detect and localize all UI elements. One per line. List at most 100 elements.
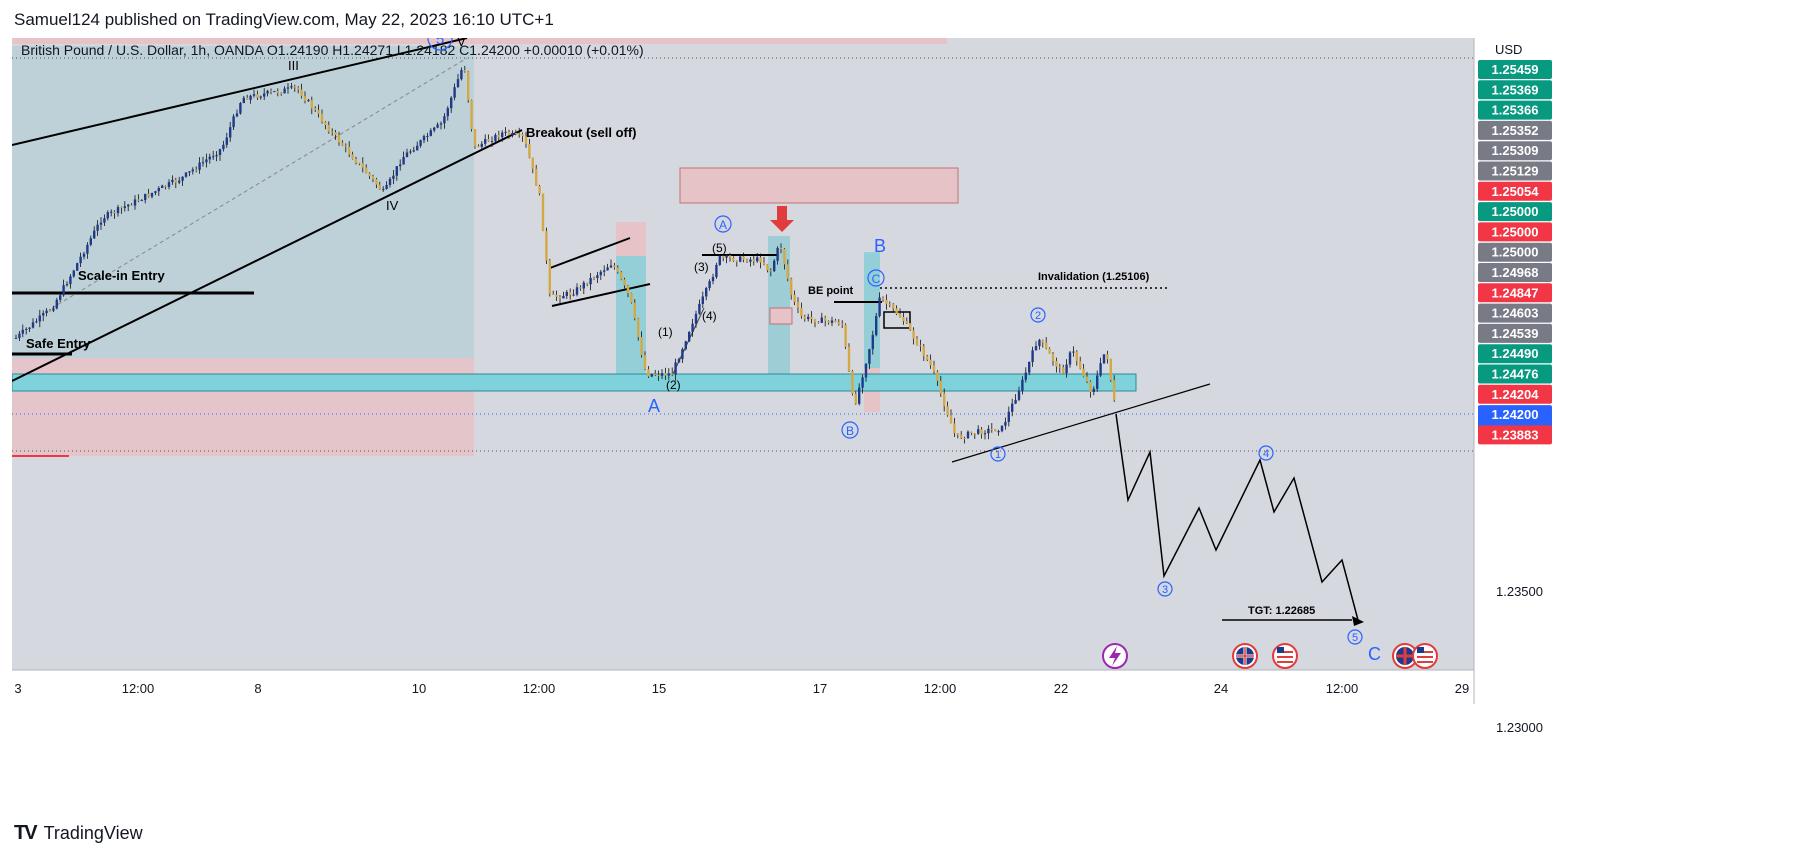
- candle: [939, 375, 942, 397]
- candle: [208, 153, 211, 164]
- svg-text:1.24200: 1.24200: [1492, 407, 1539, 422]
- candle: [847, 343, 851, 372]
- circle-label-4: 4: [1258, 445, 1274, 461]
- us-flag-event-icon-2[interactable]: [1412, 643, 1438, 669]
- y-tick-0: 1.23500: [1496, 584, 1543, 599]
- candle: [1000, 425, 1004, 433]
- candle: [637, 317, 640, 341]
- candle: [548, 258, 551, 297]
- candle: [756, 252, 759, 263]
- candle: [589, 272, 592, 291]
- candle: [497, 130, 500, 143]
- candle: [735, 260, 738, 267]
- candle: [89, 235, 92, 247]
- candle: [69, 274, 72, 289]
- candle: [966, 430, 970, 440]
- candle: [82, 251, 86, 260]
- x-tick-7: 12:00: [924, 681, 957, 696]
- candle: [365, 164, 368, 174]
- footer-brand[interactable]: TV TradingView: [14, 822, 143, 845]
- candle: [412, 146, 415, 153]
- x-axis[interactable]: [12, 670, 1474, 704]
- price-label-4: 1.25309: [1478, 141, 1552, 161]
- candle: [1041, 339, 1044, 348]
- price-chart[interactable]: British Pound / U.S. Dollar, 1h, OANDA O…: [11, 25, 1788, 858]
- candle: [739, 253, 742, 263]
- candle: [977, 425, 980, 435]
- candle: [851, 369, 854, 396]
- candle: [565, 290, 568, 299]
- candle: [314, 106, 317, 112]
- candle: [409, 149, 412, 155]
- candle: [1055, 357, 1058, 373]
- candle: [65, 281, 69, 287]
- candle: [803, 314, 806, 322]
- candle: [1017, 386, 1021, 402]
- candle: [796, 297, 800, 314]
- candle: [535, 164, 538, 187]
- candle: [929, 354, 932, 369]
- candle: [127, 203, 130, 212]
- uk-flag-event-icon[interactable]: [1232, 643, 1258, 669]
- lightning-event-icon[interactable]: [1102, 643, 1128, 669]
- chart-container[interactable]: British Pound / U.S. Dollar, 1h, OANDA O…: [11, 25, 1788, 858]
- candle: [575, 283, 579, 297]
- candle: [93, 226, 96, 240]
- candle: [1038, 338, 1041, 350]
- candle: [55, 297, 58, 310]
- candle: [871, 330, 874, 355]
- x-axis-ticks: 3 12:00 8 10 12:00 15 17 12:00 22 24 12:00 29: [14, 681, 1469, 696]
- candle: [603, 265, 606, 277]
- candle: [963, 436, 966, 444]
- candle: [674, 358, 677, 381]
- candle: [110, 209, 113, 217]
- candle: [487, 134, 490, 142]
- circle-label-A: A: [714, 215, 732, 233]
- candle: [205, 153, 208, 168]
- svg-text:1.25000: 1.25000: [1492, 245, 1539, 260]
- candle: [555, 290, 558, 302]
- candle: [592, 276, 596, 281]
- candle: [436, 122, 439, 129]
- candle: [912, 327, 915, 345]
- sub-wave-2: (2): [666, 378, 681, 392]
- candle: [994, 429, 997, 432]
- candle: [616, 265, 619, 274]
- svg-text:1.25369: 1.25369: [1492, 82, 1539, 97]
- svg-text:1.24847: 1.24847: [1492, 285, 1539, 300]
- candle: [1058, 363, 1061, 373]
- svg-text:1.24539: 1.24539: [1492, 326, 1539, 341]
- svg-text:2: 2: [1035, 310, 1041, 322]
- candle: [293, 84, 296, 92]
- svg-text:1.25054: 1.25054: [1492, 184, 1540, 199]
- us-flag-event-icon[interactable]: [1272, 643, 1298, 669]
- candle: [439, 121, 443, 130]
- candle: [184, 172, 188, 178]
- candle: [725, 254, 728, 264]
- candle: [1031, 346, 1034, 367]
- candle: [987, 425, 990, 440]
- candle: [351, 151, 354, 160]
- candle: [827, 320, 830, 325]
- candle: [246, 94, 249, 101]
- x-tick-1: 12:00: [122, 681, 155, 696]
- candle: [18, 330, 21, 341]
- candle: [1072, 346, 1075, 357]
- support-zone: [11, 373, 1137, 392]
- candle: [779, 243, 783, 254]
- candle: [1007, 406, 1010, 427]
- candle: [800, 302, 803, 319]
- zone-5-teal: [768, 236, 790, 374]
- candle: [1011, 398, 1014, 417]
- candle: [694, 310, 698, 328]
- candle: [817, 321, 820, 324]
- candle: [354, 156, 358, 165]
- circle-label-1: 1: [990, 446, 1006, 462]
- candle: [378, 181, 381, 190]
- x-tick-8: 22: [1054, 681, 1068, 696]
- projection-arrowhead: [1352, 616, 1364, 626]
- candle: [824, 315, 827, 327]
- candle: [467, 70, 470, 103]
- candle: [1102, 354, 1106, 365]
- candle: [949, 409, 953, 424]
